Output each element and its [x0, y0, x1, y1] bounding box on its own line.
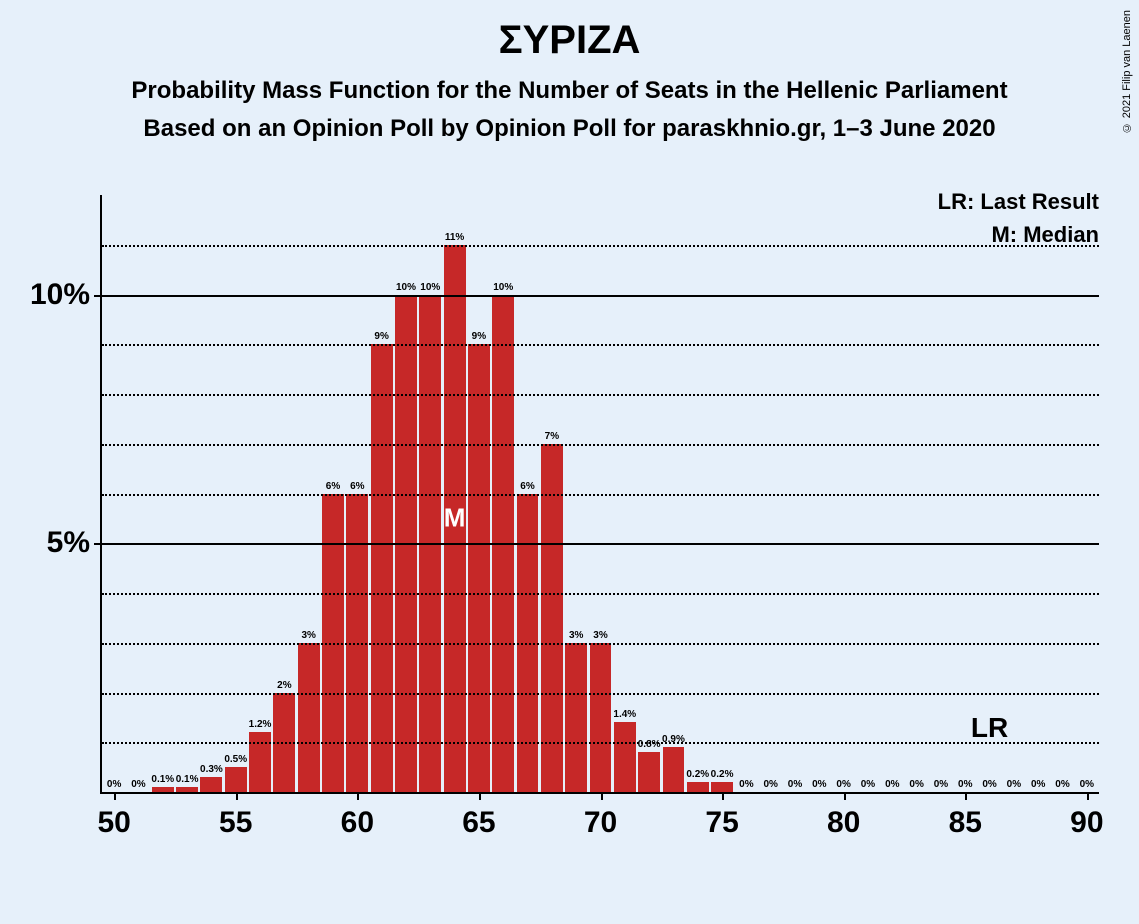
x-tick: [357, 792, 359, 800]
bar: 3%: [590, 643, 612, 792]
grid-minor: [102, 444, 1099, 446]
copyright-text: © 2021 Filip van Laenen: [1121, 10, 1133, 133]
lr-marker: LR: [971, 712, 1008, 744]
x-axis-label: 80: [827, 806, 860, 840]
bar-value-label: 9%: [374, 331, 388, 342]
bar-value-label: 0.1%: [176, 774, 199, 785]
bar: 0.5%: [225, 767, 247, 792]
bar: 3%: [565, 643, 587, 792]
bar-value-label: 7%: [545, 431, 559, 442]
bar: 0.9%: [663, 747, 685, 792]
x-axis-label: 50: [97, 806, 130, 840]
bar-value-label: 0%: [788, 779, 802, 790]
bar-value-label: 10%: [420, 282, 440, 293]
bar-value-label: 1.4%: [613, 709, 636, 720]
grid-major: [102, 295, 1099, 297]
bar-value-label: 0%: [107, 779, 121, 790]
x-tick: [965, 792, 967, 800]
bar: 0.2%: [711, 782, 733, 792]
bar: 0.2%: [687, 782, 709, 792]
x-tick: [844, 792, 846, 800]
bar-value-label: 6%: [350, 481, 364, 492]
bar-value-label: 0.2%: [711, 769, 734, 780]
x-axis-label: 90: [1070, 806, 1103, 840]
grid-minor: [102, 643, 1099, 645]
chart-title: ΣΥΡΙΖΑ: [0, 0, 1139, 63]
bar-value-label: 3%: [593, 630, 607, 641]
x-axis-label: 60: [341, 806, 374, 840]
y-tick: [94, 295, 102, 297]
bar: 0.3%: [200, 777, 222, 792]
bar: 7%: [541, 444, 563, 792]
bar: 3%: [298, 643, 320, 792]
chart-subtitle-2: Based on an Opinion Poll by Opinion Poll…: [0, 115, 1139, 143]
bar-value-label: 3%: [301, 630, 315, 641]
bar: 9%: [371, 344, 393, 792]
bar: 0.1%: [152, 787, 174, 792]
x-axis-label: 65: [462, 806, 495, 840]
bar-value-label: 0.2%: [686, 769, 709, 780]
grid-minor: [102, 742, 1099, 744]
y-axis-label: 5%: [47, 526, 90, 560]
grid-minor: [102, 593, 1099, 595]
bar-value-label: 0%: [1055, 779, 1069, 790]
grid-minor: [102, 693, 1099, 695]
bar-value-label: 11%: [445, 232, 464, 243]
bar-value-label: 0%: [861, 779, 875, 790]
x-axis-label: 70: [584, 806, 617, 840]
bar-value-label: 0%: [739, 779, 753, 790]
x-tick: [722, 792, 724, 800]
bar-value-label: 0%: [885, 779, 899, 790]
bar: 9%: [468, 344, 490, 792]
bar-value-label: 0%: [1007, 779, 1021, 790]
bar-value-label: 0.5%: [224, 754, 247, 765]
bar-value-label: 0%: [982, 779, 996, 790]
bar-value-label: 0%: [1080, 779, 1094, 790]
bar-value-label: 2%: [277, 680, 291, 691]
grid-minor: [102, 344, 1099, 346]
bar-value-label: 0.3%: [200, 764, 223, 775]
bar-value-label: 0%: [836, 779, 850, 790]
bar-value-label: 0%: [1031, 779, 1045, 790]
bar-value-label: 0%: [131, 779, 145, 790]
grid-major: [102, 543, 1099, 545]
x-tick: [114, 792, 116, 800]
bar: 0.1%: [176, 787, 198, 792]
bar-value-label: 3%: [569, 630, 583, 641]
chart-subtitle-1: Probability Mass Function for the Number…: [0, 77, 1139, 105]
grid-minor: [102, 494, 1099, 496]
x-axis-label: 75: [705, 806, 738, 840]
bar-value-label: 0.1%: [151, 774, 174, 785]
grid-minor: [102, 394, 1099, 396]
bar-value-label: 10%: [396, 282, 416, 293]
y-axis-label: 10%: [30, 278, 90, 312]
x-tick: [236, 792, 238, 800]
plot-area: 0%0%0.1%0.1%0.3%0.5%1.2%2%3%6%6%9%10%10%…: [100, 195, 1099, 794]
bar-value-label: 1.2%: [249, 719, 272, 730]
bar-value-label: 9%: [472, 331, 486, 342]
bar-value-label: 0.8%: [638, 739, 661, 750]
bar: 1.4%: [614, 722, 636, 792]
y-tick: [94, 543, 102, 545]
bar-value-label: 6%: [326, 481, 340, 492]
x-tick: [601, 792, 603, 800]
grid-minor: [102, 245, 1099, 247]
bar-value-label: 10%: [493, 282, 513, 293]
x-axis-label: 55: [219, 806, 252, 840]
bar-value-label: 0%: [763, 779, 777, 790]
median-marker: M: [444, 503, 466, 534]
bar-value-label: 0%: [812, 779, 826, 790]
bar-value-label: 0%: [909, 779, 923, 790]
bar-value-label: 0%: [958, 779, 972, 790]
bar: 11%M: [444, 245, 466, 792]
bar: 0.8%: [638, 752, 660, 792]
x-axis-label: 85: [949, 806, 982, 840]
chart-area: 0%0%0.1%0.1%0.3%0.5%1.2%2%3%6%6%9%10%10%…: [100, 195, 1099, 844]
x-tick: [479, 792, 481, 800]
x-tick: [1087, 792, 1089, 800]
chart-container: ΣΥΡΙΖΑ Probability Mass Function for the…: [0, 0, 1139, 924]
bar-value-label: 6%: [520, 481, 534, 492]
bar-value-label: 0%: [934, 779, 948, 790]
